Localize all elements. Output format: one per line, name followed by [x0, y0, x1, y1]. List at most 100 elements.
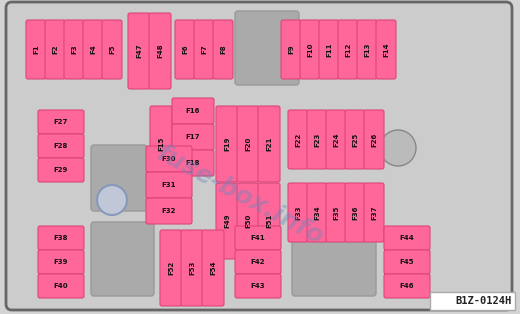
FancyBboxPatch shape	[237, 183, 259, 259]
FancyBboxPatch shape	[160, 230, 182, 306]
Text: F50: F50	[245, 214, 251, 228]
Text: F34: F34	[314, 205, 320, 220]
FancyBboxPatch shape	[258, 183, 280, 259]
FancyBboxPatch shape	[175, 20, 195, 79]
FancyBboxPatch shape	[216, 106, 238, 182]
FancyBboxPatch shape	[384, 250, 430, 274]
FancyBboxPatch shape	[384, 226, 430, 250]
FancyBboxPatch shape	[146, 172, 192, 198]
Text: F39: F39	[54, 259, 68, 265]
FancyBboxPatch shape	[38, 250, 84, 274]
Text: F33: F33	[295, 205, 301, 220]
FancyBboxPatch shape	[172, 124, 214, 150]
Text: F4: F4	[90, 45, 96, 54]
Text: F9: F9	[288, 45, 294, 54]
FancyBboxPatch shape	[202, 230, 224, 306]
Text: F28: F28	[54, 143, 68, 149]
Text: F36: F36	[352, 205, 358, 220]
Text: F5: F5	[109, 45, 115, 54]
Text: F22: F22	[295, 133, 301, 147]
Text: F29: F29	[54, 167, 68, 173]
FancyBboxPatch shape	[213, 20, 233, 79]
FancyBboxPatch shape	[235, 226, 281, 250]
Text: fuse-box.info: fuse-box.info	[152, 141, 328, 249]
Text: F7: F7	[201, 45, 207, 54]
Text: F18: F18	[186, 160, 200, 166]
FancyBboxPatch shape	[83, 20, 103, 79]
FancyBboxPatch shape	[38, 158, 84, 182]
FancyBboxPatch shape	[146, 198, 192, 224]
Text: F47: F47	[136, 44, 142, 58]
Text: F1: F1	[33, 45, 39, 54]
FancyBboxPatch shape	[38, 134, 84, 158]
Text: F42: F42	[251, 259, 265, 265]
FancyBboxPatch shape	[6, 2, 512, 310]
Text: F8: F8	[220, 45, 226, 54]
Text: F53: F53	[189, 261, 195, 275]
FancyBboxPatch shape	[364, 110, 384, 169]
Text: F27: F27	[54, 119, 68, 125]
Text: F25: F25	[352, 133, 358, 147]
FancyBboxPatch shape	[172, 150, 214, 176]
Circle shape	[380, 130, 416, 166]
Text: F13: F13	[364, 42, 370, 57]
FancyBboxPatch shape	[149, 13, 171, 89]
Circle shape	[97, 185, 127, 215]
Text: F43: F43	[251, 283, 265, 289]
FancyBboxPatch shape	[319, 20, 339, 79]
FancyBboxPatch shape	[345, 183, 365, 242]
Text: F23: F23	[314, 132, 320, 147]
FancyBboxPatch shape	[237, 106, 259, 182]
FancyBboxPatch shape	[235, 250, 281, 274]
Text: F20: F20	[245, 137, 251, 151]
FancyBboxPatch shape	[326, 183, 346, 242]
FancyBboxPatch shape	[307, 183, 327, 242]
Text: F51: F51	[266, 214, 272, 228]
Bar	[430, 292, 515, 310]
Text: F54: F54	[210, 261, 216, 275]
FancyBboxPatch shape	[146, 146, 192, 172]
Text: F40: F40	[54, 283, 68, 289]
FancyBboxPatch shape	[300, 20, 320, 79]
Text: F35: F35	[333, 205, 339, 220]
Text: F14: F14	[383, 42, 389, 57]
Text: F38: F38	[54, 235, 68, 241]
FancyBboxPatch shape	[235, 11, 299, 85]
FancyBboxPatch shape	[181, 230, 203, 306]
FancyBboxPatch shape	[150, 106, 172, 182]
FancyBboxPatch shape	[235, 274, 281, 298]
FancyBboxPatch shape	[288, 110, 308, 169]
FancyBboxPatch shape	[64, 20, 84, 79]
FancyBboxPatch shape	[357, 20, 377, 79]
FancyBboxPatch shape	[26, 20, 46, 79]
FancyBboxPatch shape	[38, 274, 84, 298]
FancyBboxPatch shape	[292, 222, 376, 296]
FancyBboxPatch shape	[128, 13, 150, 89]
FancyBboxPatch shape	[102, 20, 122, 79]
Text: F49: F49	[224, 214, 230, 228]
Text: F24: F24	[333, 132, 339, 147]
Text: F11: F11	[326, 42, 332, 57]
Text: F19: F19	[224, 137, 230, 151]
FancyBboxPatch shape	[338, 20, 358, 79]
Text: B1Z-0124H: B1Z-0124H	[456, 296, 512, 306]
Text: F6: F6	[182, 45, 188, 54]
Text: F52: F52	[168, 261, 174, 275]
FancyBboxPatch shape	[194, 20, 214, 79]
Text: F48: F48	[157, 44, 163, 58]
Text: F17: F17	[186, 134, 200, 140]
Text: F15: F15	[158, 137, 164, 151]
FancyBboxPatch shape	[91, 145, 147, 211]
Text: F21: F21	[266, 137, 272, 151]
Text: F30: F30	[162, 156, 176, 162]
Text: F46: F46	[400, 283, 414, 289]
Text: F3: F3	[71, 45, 77, 54]
Text: F12: F12	[345, 42, 351, 57]
Text: F10: F10	[307, 42, 313, 57]
FancyBboxPatch shape	[45, 20, 65, 79]
FancyBboxPatch shape	[326, 110, 346, 169]
Text: F44: F44	[400, 235, 414, 241]
Text: F16: F16	[186, 108, 200, 114]
FancyBboxPatch shape	[345, 110, 365, 169]
Text: F41: F41	[251, 235, 265, 241]
